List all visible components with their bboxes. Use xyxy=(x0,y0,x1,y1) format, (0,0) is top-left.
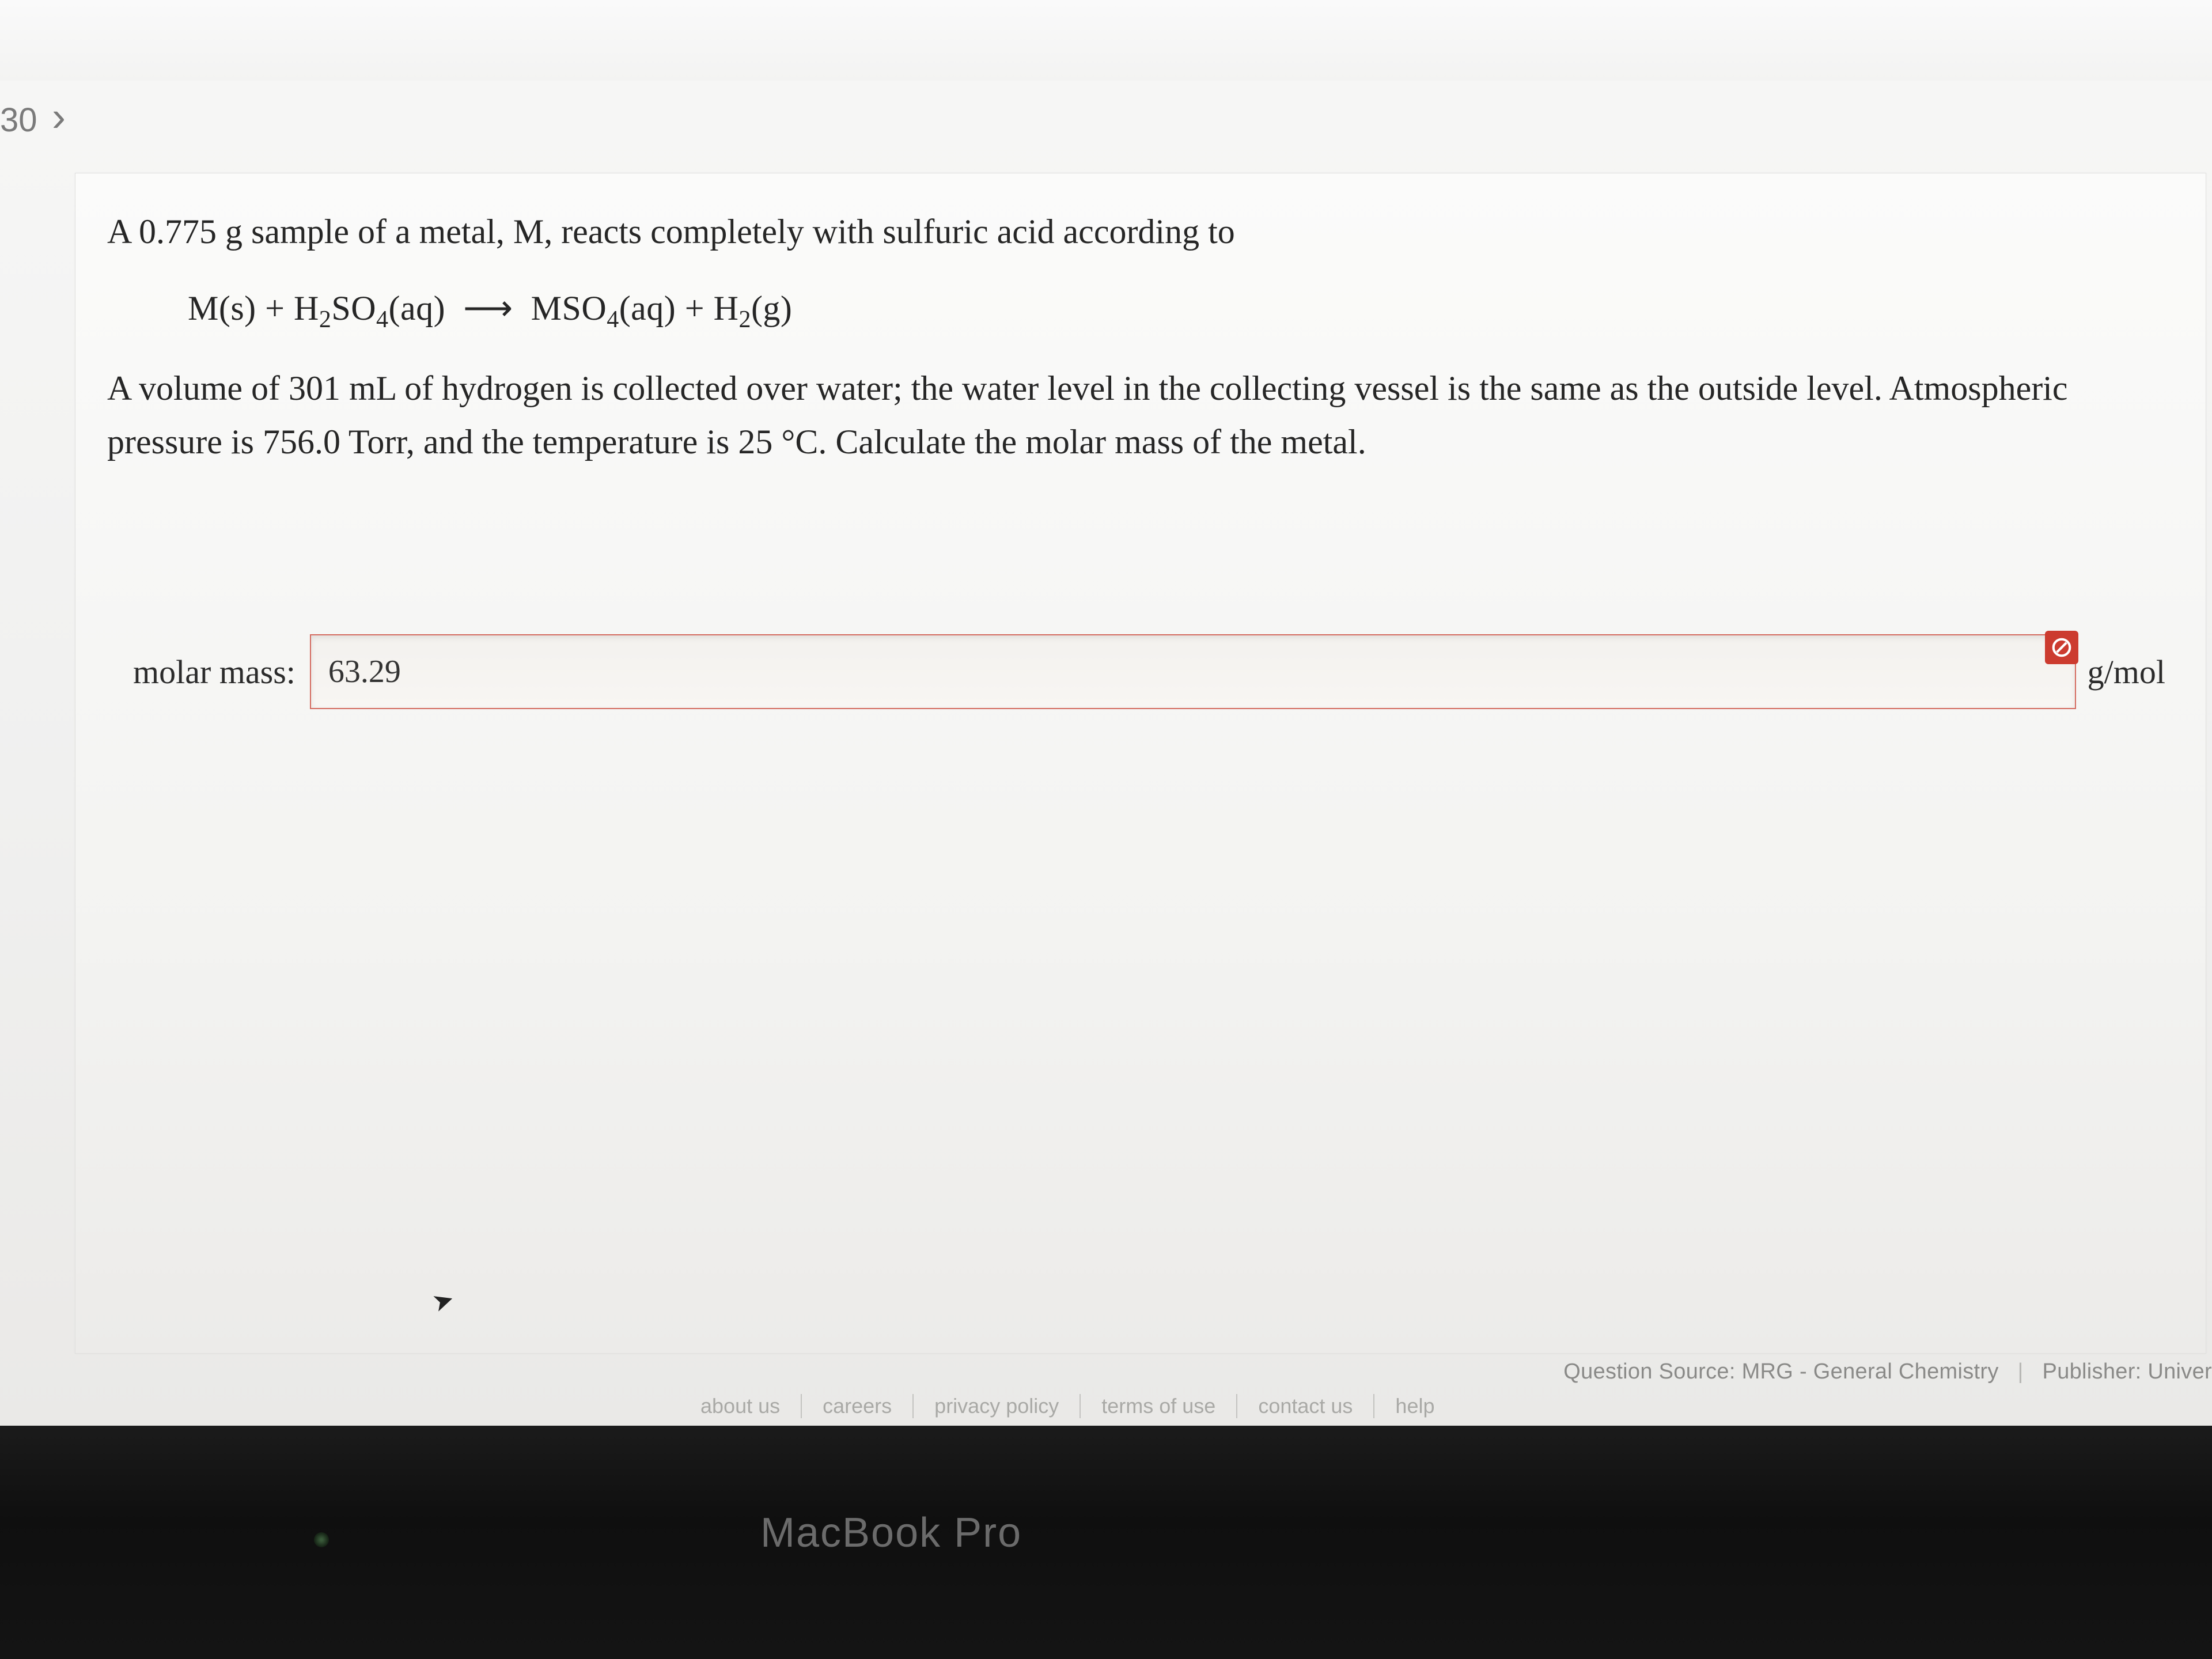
reaction-equation: M(s) + H2SO4(aq) ⟶ MSO4(aq) + H2(g) xyxy=(188,282,2174,339)
webcam-dot xyxy=(314,1532,329,1547)
laptop-bezel xyxy=(0,1426,2212,1659)
footer-link-privacy[interactable]: privacy policy xyxy=(914,1394,1081,1418)
footer-link-contact[interactable]: contact us xyxy=(1237,1394,1374,1418)
screen-area: 30 › A 0.775 g sample of a metal, M, rea… xyxy=(0,0,2212,1426)
next-page-chevron[interactable]: › xyxy=(52,93,66,141)
footer-link-careers[interactable]: careers xyxy=(802,1394,914,1418)
answer-unit: g/mol xyxy=(2088,653,2165,691)
molar-mass-input[interactable] xyxy=(310,634,2076,709)
question-card: A 0.775 g sample of a metal, M, reacts c… xyxy=(75,173,2206,1354)
question-paragraph-1: A 0.775 g sample of a metal, M, reacts c… xyxy=(107,205,2174,259)
footer-link-help[interactable]: help xyxy=(1374,1394,1455,1418)
footer-link-terms[interactable]: terms of use xyxy=(1081,1394,1237,1418)
question-paragraph-2: A volume of 301 mL of hydrogen is collec… xyxy=(107,362,2174,469)
question-body: A 0.775 g sample of a metal, M, reacts c… xyxy=(107,205,2174,469)
mouse-cursor-icon: ➤ xyxy=(429,1284,458,1319)
page-number: 30 xyxy=(0,101,37,139)
answer-input-container xyxy=(310,634,2076,709)
answer-label: molar mass: xyxy=(133,653,296,691)
publisher-text: Publisher: Univer xyxy=(2043,1359,2212,1384)
pagination-bar: 30 › xyxy=(0,0,2212,81)
footer-links: about us careers privacy policy terms of… xyxy=(680,1394,1455,1418)
incorrect-icon xyxy=(2045,631,2078,664)
question-source-line: Question Source: MRG - General Chemistry… xyxy=(1563,1359,2212,1384)
device-brand: MacBook Pro xyxy=(760,1509,1022,1556)
footer-link-about[interactable]: about us xyxy=(680,1394,802,1418)
source-text: Question Source: MRG - General Chemistry xyxy=(1563,1359,1998,1384)
answer-row: molar mass: g/mol xyxy=(133,628,2165,715)
source-divider: | xyxy=(2018,1359,2024,1384)
